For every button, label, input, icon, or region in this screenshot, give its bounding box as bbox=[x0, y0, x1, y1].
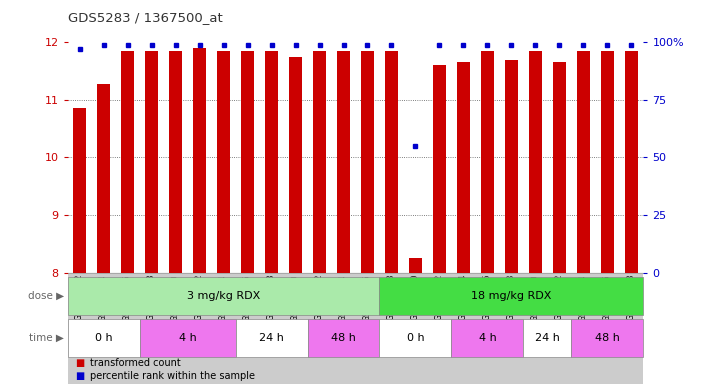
Bar bbox=[217, 51, 230, 273]
Bar bbox=[625, 51, 638, 273]
Bar bbox=[337, 51, 350, 273]
Bar bbox=[361, 51, 374, 273]
Bar bbox=[145, 51, 158, 273]
Bar bbox=[313, 51, 326, 273]
Bar bbox=[308, 319, 380, 357]
Text: 18 mg/kg RDX: 18 mg/kg RDX bbox=[471, 291, 552, 301]
Bar bbox=[481, 51, 494, 273]
Bar bbox=[577, 51, 590, 273]
Bar bbox=[193, 48, 206, 273]
Text: 4 h: 4 h bbox=[178, 333, 196, 343]
Bar bbox=[235, 319, 308, 357]
Bar bbox=[68, 276, 380, 315]
Bar bbox=[68, 319, 139, 357]
Bar bbox=[139, 319, 235, 357]
Text: 24 h: 24 h bbox=[259, 333, 284, 343]
Bar bbox=[523, 319, 572, 357]
Bar bbox=[265, 51, 278, 273]
Text: ■: ■ bbox=[75, 358, 84, 368]
Bar bbox=[505, 60, 518, 273]
Bar bbox=[380, 319, 451, 357]
Bar bbox=[68, 273, 643, 384]
Text: transformed count: transformed count bbox=[90, 358, 181, 368]
Text: percentile rank within the sample: percentile rank within the sample bbox=[90, 371, 255, 381]
Text: 24 h: 24 h bbox=[535, 333, 560, 343]
Text: 3 mg/kg RDX: 3 mg/kg RDX bbox=[187, 291, 260, 301]
Text: 48 h: 48 h bbox=[595, 333, 620, 343]
Text: ■: ■ bbox=[75, 371, 84, 381]
Bar bbox=[169, 51, 182, 273]
Text: time ▶: time ▶ bbox=[29, 333, 64, 343]
Bar bbox=[385, 51, 398, 273]
Bar bbox=[97, 84, 110, 273]
Bar bbox=[572, 319, 643, 357]
Text: 0 h: 0 h bbox=[407, 333, 424, 343]
Text: GDS5283 / 1367500_at: GDS5283 / 1367500_at bbox=[68, 12, 223, 25]
Text: dose ▶: dose ▶ bbox=[28, 291, 64, 301]
Bar bbox=[433, 65, 446, 273]
Text: 0 h: 0 h bbox=[95, 333, 112, 343]
Bar bbox=[451, 319, 523, 357]
Bar bbox=[409, 258, 422, 273]
Bar bbox=[457, 62, 470, 273]
Text: 48 h: 48 h bbox=[331, 333, 356, 343]
Text: 4 h: 4 h bbox=[479, 333, 496, 343]
Bar bbox=[601, 51, 614, 273]
Bar bbox=[289, 56, 302, 273]
Bar bbox=[241, 51, 254, 273]
Bar bbox=[380, 276, 643, 315]
Bar bbox=[529, 51, 542, 273]
Bar bbox=[73, 109, 86, 273]
Bar bbox=[121, 51, 134, 273]
Bar bbox=[553, 62, 566, 273]
